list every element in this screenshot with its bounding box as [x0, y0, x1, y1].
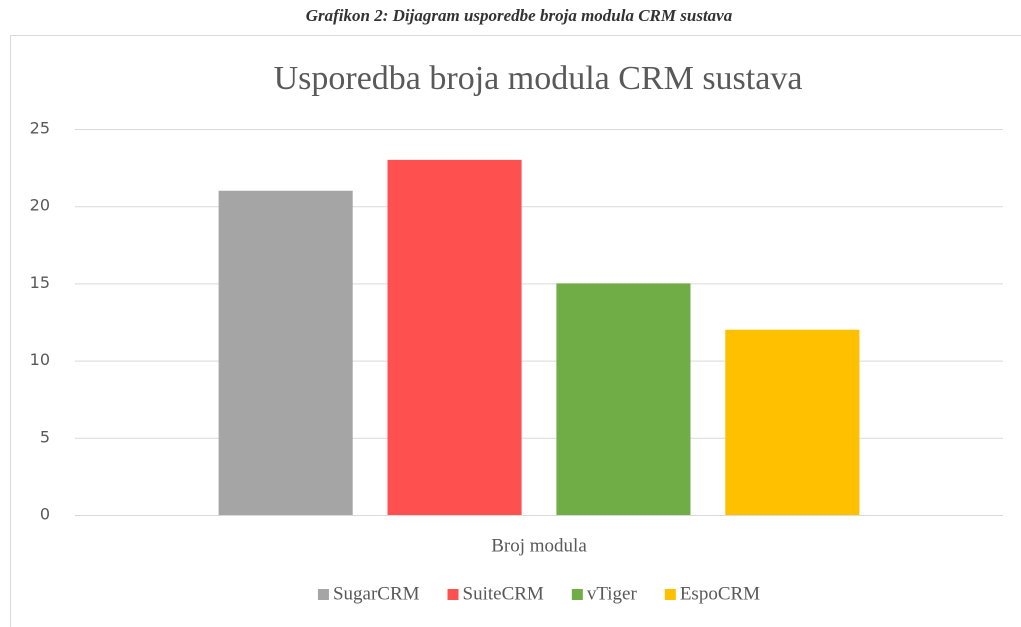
- legend-label: SugarCRM: [333, 583, 420, 604]
- y-tick-label: 10: [30, 350, 50, 369]
- legend-label: vTiger: [587, 583, 638, 604]
- bar: [725, 329, 860, 515]
- legend-swatch: [571, 589, 583, 600]
- y-tick-label: 15: [30, 273, 50, 292]
- legend-swatch: [664, 589, 676, 600]
- chart-border: [10, 35, 1021, 627]
- legend-label: SuiteCRM: [463, 583, 544, 604]
- legend-swatch: [447, 589, 459, 600]
- caption: Grafikon 2: Dijagram usporedbe broja mod…: [306, 6, 733, 25]
- bar: [387, 159, 522, 515]
- y-tick-label: 20: [30, 196, 50, 215]
- y-tick-label: 0: [40, 505, 50, 524]
- legend-label: EspoCRM: [680, 583, 760, 604]
- bar: [556, 283, 691, 515]
- y-tick-label: 25: [30, 119, 50, 138]
- legend-swatch: [317, 589, 329, 600]
- bar: [218, 190, 353, 515]
- x-tick-label: Broj modula: [491, 535, 587, 556]
- y-tick-label: 5: [40, 427, 50, 446]
- chart-title: Usporedba broja modula CRM sustava: [274, 60, 803, 97]
